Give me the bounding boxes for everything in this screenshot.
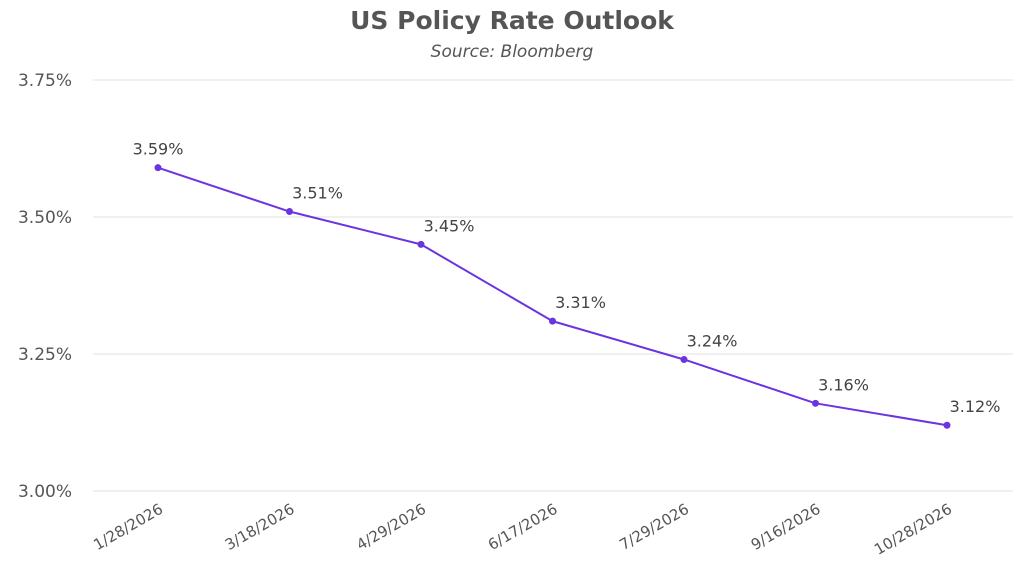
x-tick-label: 3/18/2026 (222, 500, 298, 554)
data-labels: 3.59% 3.51% 3.45% 3.31% 3.24% 3.16% 3.12% (133, 140, 1001, 417)
data-point (286, 208, 293, 216)
data-point (943, 421, 951, 429)
x-tick-label: 10/28/2026 (871, 500, 955, 559)
data-label: 3.45% (424, 216, 475, 235)
x-tick-label: 1/28/2026 (90, 500, 166, 554)
chart-subtitle: Source: Bloomberg (430, 42, 594, 62)
data-point (812, 399, 819, 407)
data-point (154, 164, 162, 172)
x-tick-label: 7/29/2026 (616, 500, 692, 554)
data-label: 3.12% (950, 397, 1001, 416)
x-tick-label: 9/16/2026 (748, 500, 824, 554)
x-tick-label: 4/29/2026 (353, 500, 429, 554)
x-axis-ticks: 1/28/2026 3/18/2026 4/29/2026 6/17/2026 7/29… (90, 500, 955, 559)
data-point (680, 355, 688, 363)
data-label: 3.31% (555, 293, 606, 312)
y-axis-ticks: 3.00% 3.25% 3.50% 3.75% (18, 71, 72, 502)
y-tick-label: 3.50% (18, 208, 72, 228)
chart-title: US Policy Rate Outlook (350, 6, 674, 35)
x-tick-label: 6/17/2026 (485, 500, 561, 554)
y-tick-label: 3.00% (18, 482, 72, 502)
y-tick-label: 3.75% (18, 71, 72, 91)
data-point (549, 317, 556, 325)
data-label: 3.51% (292, 184, 343, 203)
data-point (417, 240, 425, 248)
grid-lines (93, 79, 1013, 492)
series-layer (154, 164, 951, 429)
data-label: 3.16% (818, 375, 869, 394)
y-tick-label: 3.25% (18, 345, 72, 365)
data-label: 3.24% (687, 331, 738, 350)
data-label: 3.59% (133, 140, 184, 159)
